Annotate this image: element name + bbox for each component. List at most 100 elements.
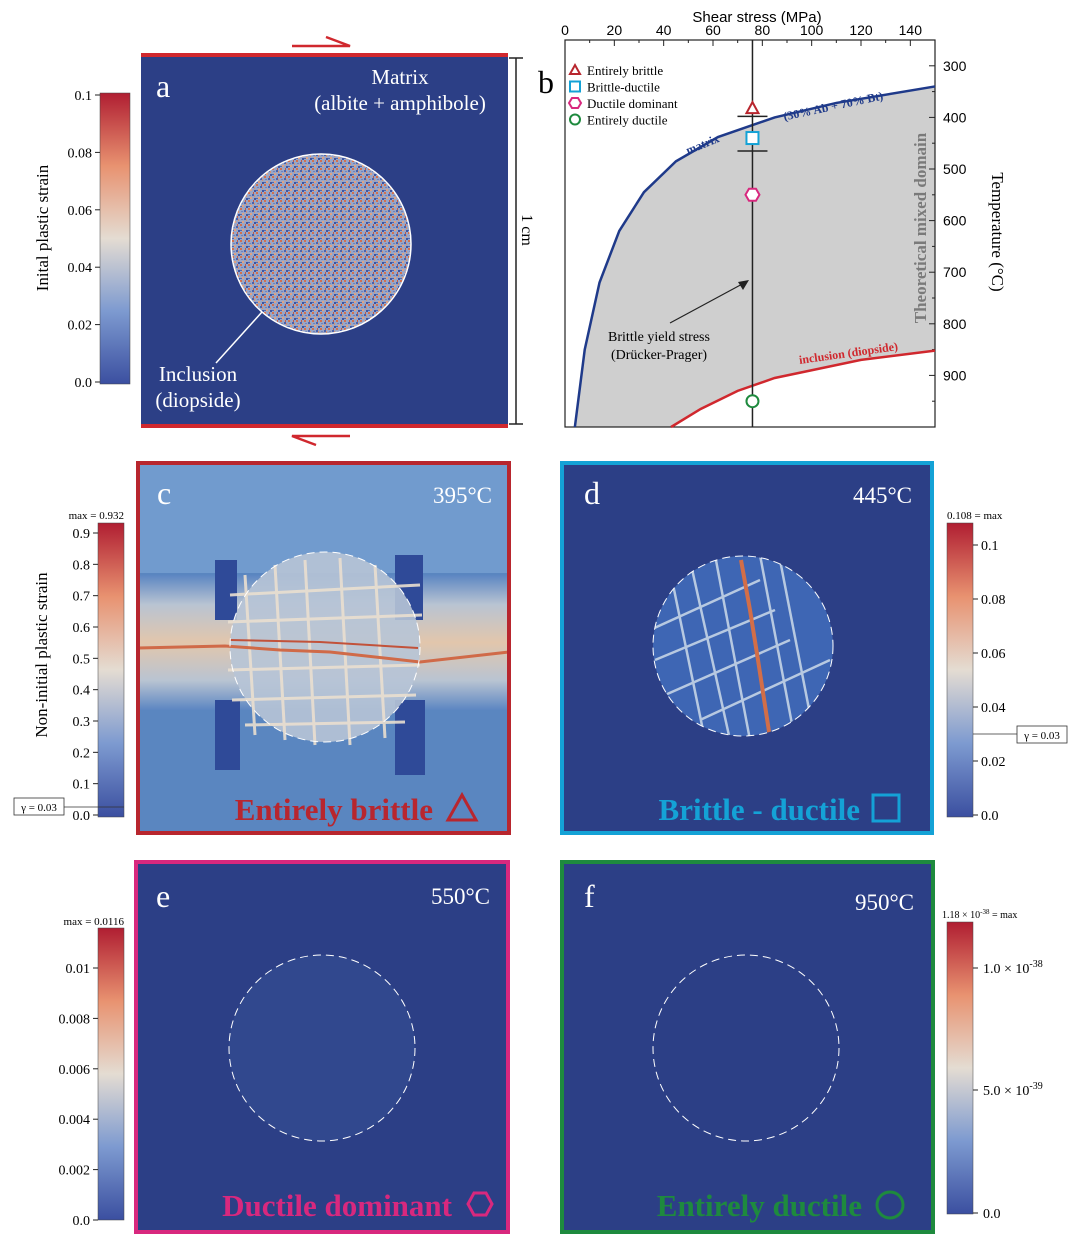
point-ductile-dominant [744, 187, 761, 202]
inclusion-subtitle: (diopside) [155, 388, 240, 412]
x-tick-label: 40 [656, 22, 672, 38]
colorbar-tick: 0.04 [981, 701, 1006, 716]
colorbar-tick: 0.1 [75, 89, 93, 104]
colorbar-e: max = 0.0116 0.01 0.008 0.006 0.004 0.002 0.0 [59, 916, 125, 1229]
panel-b: b Shear stress (MPa) 0 20 40 60 80 100 120 140 3… [538, 9, 1007, 429]
colorbar-f-tick: 5.0 × 10-39 [983, 1081, 1043, 1099]
matrix-title: Matrix [371, 65, 429, 89]
panel-letter: b [538, 64, 554, 100]
yield-label: Brittle yield stress [608, 330, 710, 345]
panel-letter: d [584, 475, 600, 511]
panel-c-frame [136, 461, 511, 835]
circle-icon [875, 1190, 905, 1220]
inclusion-fill [229, 955, 415, 1141]
colorbar-f-tick: 0.0 [983, 1207, 1001, 1222]
square-icon [871, 793, 901, 823]
colorbar-tick: 0.2 [73, 746, 91, 761]
inclusion-initial [230, 153, 412, 335]
panel-letter: f [584, 878, 595, 914]
legend-label: Entirely ductile [587, 113, 668, 128]
x-tick-label: 20 [607, 22, 623, 38]
colorbar-tick: 0.4 [73, 684, 91, 699]
colorbar-c-max: max = 0.932 [69, 510, 124, 522]
colorbar-tick: 0.008 [59, 1012, 91, 1027]
colorbar-tick: 0.02 [981, 755, 1006, 770]
matrix-subtitle: (albite + amphibole) [314, 91, 486, 115]
colorbar-tick: 0.002 [59, 1164, 91, 1179]
inclusion-outline [652, 555, 834, 737]
panel-f-frame [560, 860, 935, 1234]
temperature-label: 395°C [433, 483, 492, 508]
y-tick-label: 400 [943, 109, 967, 125]
colorbar-tick: 0.06 [981, 647, 1006, 662]
colorbar-tick: 0.02 [68, 319, 93, 334]
regime-label: Brittle - ductile [659, 792, 860, 827]
colorbar-d: 0.108 = max 0.1 0.08 0.06 0.04 0.02 0.0 γ = 0… [946, 510, 1068, 824]
fracture-network [227, 557, 423, 746]
point-entirely-ductile [745, 394, 760, 409]
temperature-label: 950°C [855, 890, 914, 915]
legend-triangle-icon [568, 62, 582, 75]
panel-e: e 550°C Ductile dominant max = 0.0116 0.… [59, 860, 510, 1234]
shear-arrow-right-icon [292, 35, 351, 48]
colorbar-tick: 0.7 [73, 590, 91, 605]
panel-e-frame [134, 860, 510, 1234]
panel-f: f 950°C Entirely ductile 1.18 × 10-38 = … [560, 860, 1043, 1234]
colorbar-c: max = 0.932 0.9 0.8 0.7 0.6 0.5 0.4 0.3 0.2 0.1 0… [13, 510, 125, 824]
colorbar-tick: 0.0 [73, 1214, 91, 1229]
y-axis-label: Temperature (°C) [988, 172, 1007, 291]
temperature-label: 445°C [853, 483, 912, 508]
chart: 0 20 40 60 80 100 120 140 300 400 500 600 700 800 900 E… [561, 22, 967, 429]
triangle-icon [445, 791, 479, 822]
scale-bar: 1 cm [509, 57, 535, 425]
inclusion-pointer [215, 311, 263, 364]
hexagon-icon [466, 1191, 494, 1217]
colorbar-c-label: Non-initial plastic strain [32, 572, 51, 738]
temperature-label: 550°C [431, 884, 490, 909]
colorbar-tick: 0.0 [75, 376, 93, 391]
legend-label: Ductile dominant [587, 96, 678, 111]
x-tick-label: 140 [899, 22, 923, 38]
x-tick-label: 60 [705, 22, 721, 38]
inclusion-outline [652, 954, 840, 1142]
x-tick-label: 80 [755, 22, 771, 38]
panel-d: d 445°C Brittle - ductile 0.108 = max 0.… [560, 461, 1068, 835]
colorbar-f-tick: 1.0 × 10-38 [983, 959, 1043, 977]
panel-letter: e [156, 878, 170, 914]
colorbar-f: 1.18 × 10-38 = max 1.0 × 10-38 5.0 × 10-… [942, 908, 1043, 1222]
point-entirely-brittle [744, 100, 761, 115]
colorbar-tick: 0.004 [59, 1113, 91, 1128]
panel-letter: c [157, 475, 171, 511]
colorbar-tick: 0.0 [981, 809, 999, 824]
point-brittle-ductile [745, 131, 760, 146]
inclusion-title: Inclusion [159, 362, 238, 386]
legend-circle-icon [569, 113, 581, 126]
colorbar-tick: 0.0 [73, 809, 91, 824]
x-tick-label: 100 [800, 22, 824, 38]
legend-square-icon [569, 80, 581, 93]
fracture-network [653, 556, 831, 736]
matrix-curve [573, 85, 936, 428]
legend-label: Brittle-ductile [587, 80, 660, 95]
regime-label: Ductile dominant [222, 1188, 453, 1223]
colorbar-tick: 0.1 [981, 539, 999, 554]
y-tick-label: 800 [943, 316, 967, 332]
colorbar-tick: 0.6 [73, 621, 91, 636]
y-tick-label: 900 [943, 367, 967, 383]
gamma-marker: γ = 0.03 [20, 802, 57, 814]
colorbar-tick: 0.8 [73, 558, 91, 573]
panel-c: c 395°C Entirely brittle max = 0.932 0.9… [13, 461, 511, 835]
colorbar-tick: 0.01 [66, 962, 91, 977]
y-tick-label: 700 [943, 264, 967, 280]
colorbar-tick: 0.04 [68, 261, 93, 276]
regime-label: Entirely brittle [235, 792, 433, 827]
colorbar-tick: 0.08 [68, 146, 93, 161]
panel-f-field [562, 862, 933, 1232]
colorbar-tick: 0.9 [73, 527, 91, 542]
x-tick-label: 0 [561, 22, 569, 38]
legend-hexagon-icon [567, 97, 583, 109]
colorbar-tick: 0.3 [73, 715, 91, 730]
chart-frame [564, 39, 936, 428]
scale-label: 1 cm [518, 214, 535, 246]
